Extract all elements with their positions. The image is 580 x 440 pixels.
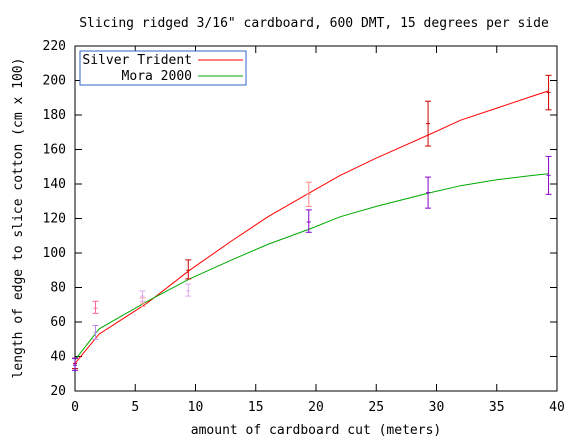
x-tick-label: 20 [308, 400, 324, 415]
x-tick-label: 30 [429, 400, 445, 415]
x-tick-label: 5 [131, 400, 139, 415]
y-axis-label: length of edge to slice cotton (cm x 100… [11, 58, 26, 379]
data-point-silver-trident [545, 74, 552, 111]
data-point-mora-2000 [139, 290, 146, 302]
series-lines [74, 90, 549, 364]
data-point-silver-trident [92, 300, 99, 314]
y-tick-label: 60 [50, 315, 66, 330]
legend: Silver Trident Mora 2000 [79, 50, 247, 86]
y-tick-label: 80 [50, 281, 66, 296]
x-tick-label: 40 [549, 400, 565, 415]
x-axis: 0 5 10 15 20 25 30 35 40 [71, 46, 565, 415]
x-tick-label: 10 [188, 400, 204, 415]
legend-box [79, 50, 247, 86]
x-tick-label: 15 [248, 400, 264, 415]
data-point-silver-trident [305, 181, 312, 207]
y-tick-label: 120 [43, 212, 66, 227]
y-tick-label: 200 [43, 74, 66, 89]
series-line-mora-2000 [74, 173, 549, 361]
chart-title: Slicing ridged 3/16" cardboard, 600 DMT,… [79, 16, 549, 31]
data-point-mora-2000 [92, 324, 99, 340]
data-point-silver-trident [425, 100, 432, 147]
error-bars [72, 74, 552, 371]
y-tick-label: 220 [43, 39, 66, 54]
y-tick-label: 180 [43, 108, 66, 123]
x-axis-label: amount of cardboard cut (meters) [191, 423, 441, 438]
data-point-mora-2000 [425, 176, 432, 209]
data-point-mora-2000 [185, 283, 192, 297]
y-tick-label: 100 [43, 246, 66, 261]
x-tick-label: 0 [71, 400, 79, 415]
y-tick-label: 20 [50, 384, 66, 399]
data-point-mora-2000 [72, 357, 78, 371]
y-tick-label: 140 [43, 177, 66, 192]
y-tick-label: 160 [43, 143, 66, 158]
x-tick-label: 35 [489, 400, 505, 415]
data-point-mora-2000 [305, 209, 312, 233]
y-axis: 20 40 60 80 100 120 140 160 180 200 220 [43, 39, 557, 399]
legend-label-silver-trident: Silver Trident [82, 53, 192, 68]
series-line-silver-trident [74, 90, 549, 364]
plot-frame [74, 45, 558, 392]
x-tick-label: 25 [368, 400, 384, 415]
data-point-silver-trident [185, 259, 192, 280]
data-point-mora-2000 [545, 155, 552, 195]
y-tick-label: 40 [50, 350, 66, 365]
legend-label-mora-2000: Mora 2000 [122, 69, 192, 84]
